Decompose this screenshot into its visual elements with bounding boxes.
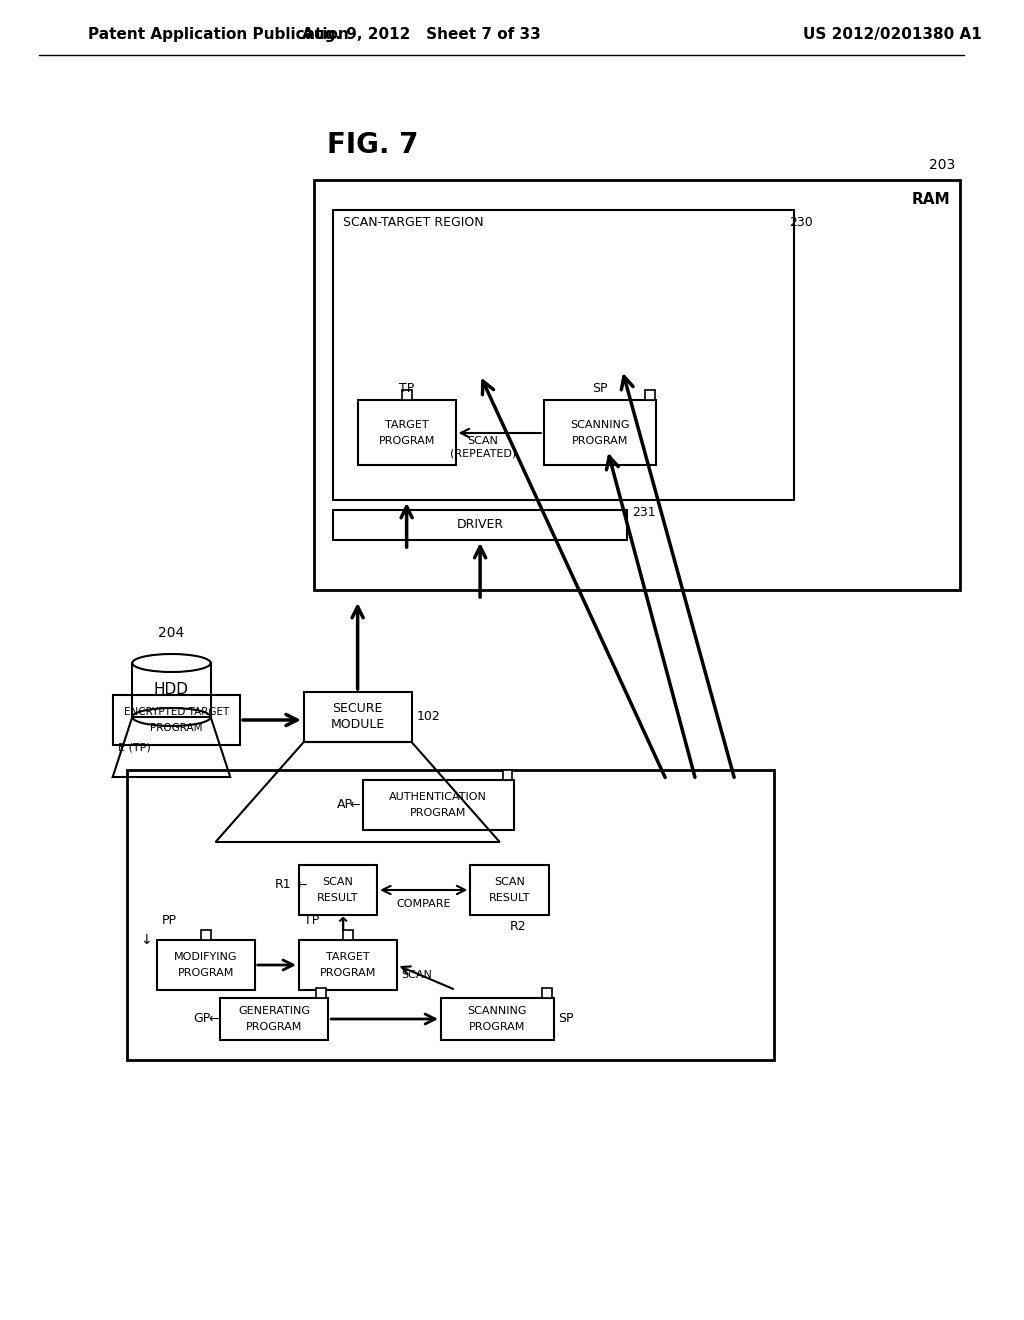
Bar: [220, 998, 329, 1040]
Text: ←: ←: [349, 799, 359, 812]
Text: R1: R1: [274, 879, 291, 891]
Bar: [113, 696, 240, 744]
Text: COMPARE: COMPARE: [396, 899, 451, 909]
Text: PROGRAM: PROGRAM: [151, 723, 203, 733]
Text: SP: SP: [592, 381, 607, 395]
Text: HDD: HDD: [154, 682, 189, 697]
Bar: [470, 865, 549, 915]
Bar: [645, 389, 654, 400]
Bar: [333, 210, 794, 500]
Text: AP: AP: [337, 799, 352, 812]
Text: ←: ←: [208, 1012, 218, 1026]
Bar: [316, 987, 327, 998]
Text: PROGRAM: PROGRAM: [469, 1022, 525, 1032]
Text: PROGRAM: PROGRAM: [379, 436, 435, 446]
Text: DRIVER: DRIVER: [457, 519, 504, 532]
Text: R2: R2: [510, 920, 526, 933]
Text: RAM: RAM: [911, 193, 950, 207]
Bar: [333, 510, 627, 540]
Text: AUTHENTICATION: AUTHENTICATION: [389, 792, 487, 803]
Text: RESULT: RESULT: [488, 894, 530, 903]
Text: ENCRYPTED TARGET: ENCRYPTED TARGET: [124, 708, 229, 717]
Text: ↓: ↓: [140, 933, 152, 946]
Text: Aug. 9, 2012   Sheet 7 of 33: Aug. 9, 2012 Sheet 7 of 33: [302, 28, 541, 42]
Text: SP: SP: [558, 1012, 574, 1026]
Ellipse shape: [132, 708, 211, 726]
Text: TARGET: TARGET: [326, 952, 370, 962]
Text: PP: PP: [162, 913, 177, 927]
Bar: [401, 389, 412, 400]
Text: TARGET: TARGET: [385, 420, 428, 430]
Text: TP: TP: [304, 913, 319, 927]
Text: (REPEATED): (REPEATED): [450, 447, 516, 458]
Text: SCAN: SCAN: [323, 876, 353, 887]
Text: ←: ←: [296, 879, 306, 891]
Bar: [313, 180, 961, 590]
Text: RESULT: RESULT: [317, 894, 358, 903]
Text: SCAN-TARGET REGION: SCAN-TARGET REGION: [343, 215, 483, 228]
Bar: [127, 770, 774, 1060]
Bar: [304, 692, 412, 742]
Text: SCAN: SCAN: [494, 876, 525, 887]
Text: PROGRAM: PROGRAM: [246, 1022, 302, 1032]
Text: GENERATING: GENERATING: [239, 1006, 310, 1016]
Bar: [362, 780, 514, 830]
Text: US 2012/0201380 A1: US 2012/0201380 A1: [804, 28, 982, 42]
Text: TP: TP: [399, 381, 415, 395]
Bar: [542, 987, 552, 998]
Bar: [201, 931, 211, 940]
Text: SCAN: SCAN: [468, 436, 499, 446]
Bar: [157, 940, 255, 990]
Text: 204: 204: [159, 626, 184, 640]
Text: 102: 102: [417, 710, 440, 723]
Bar: [503, 770, 512, 780]
Bar: [357, 400, 456, 465]
Text: PROGRAM: PROGRAM: [319, 968, 376, 978]
Text: SCANNING: SCANNING: [570, 420, 630, 430]
Bar: [132, 663, 211, 717]
Text: ↑: ↑: [335, 916, 351, 935]
Text: 203: 203: [929, 158, 955, 172]
Text: MODULE: MODULE: [331, 718, 385, 731]
Text: FIG. 7: FIG. 7: [327, 131, 418, 158]
Bar: [299, 865, 377, 915]
Text: 231: 231: [632, 507, 655, 520]
Text: GP: GP: [194, 1012, 211, 1026]
Bar: [441, 998, 554, 1040]
Text: PROGRAM: PROGRAM: [177, 968, 233, 978]
Text: PROGRAM: PROGRAM: [410, 808, 466, 818]
Text: SCAN: SCAN: [401, 970, 432, 979]
Text: PROGRAM: PROGRAM: [571, 436, 628, 446]
Text: 230: 230: [788, 215, 812, 228]
Ellipse shape: [132, 653, 211, 672]
Bar: [299, 940, 397, 990]
Text: Patent Application Publication: Patent Application Publication: [88, 28, 349, 42]
Text: MODIFYING: MODIFYING: [174, 952, 238, 962]
Bar: [343, 931, 352, 940]
Text: SECURE: SECURE: [333, 702, 383, 715]
Text: SCANNING: SCANNING: [467, 1006, 526, 1016]
Bar: [544, 400, 656, 465]
Text: E (TP): E (TP): [118, 742, 151, 752]
